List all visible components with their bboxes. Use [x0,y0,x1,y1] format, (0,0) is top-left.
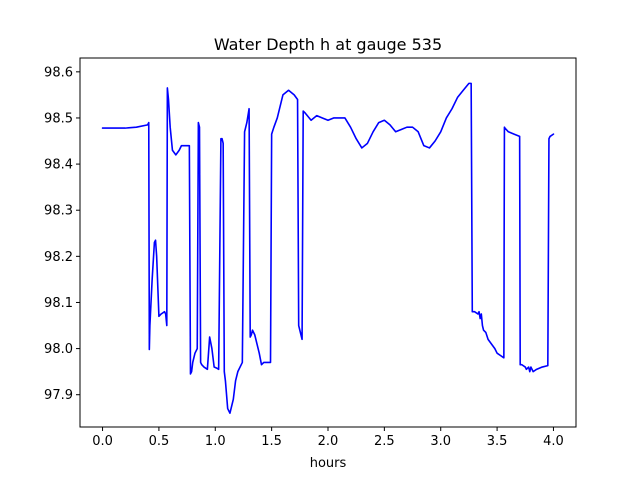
y-tick-label: 98.4 [44,158,73,173]
y-tick-label: 98.1 [44,296,73,311]
plot-frame [79,57,577,428]
x-axis-label: hours [310,456,347,471]
x-tick-label: 1.5 [261,434,282,449]
x-axis: 0.0 0.5 1.0 1.5 2.0 2.5 3.0 3.5 4.0 [92,427,564,449]
y-tick-label: 98.3 [44,204,73,219]
x-tick-label: 0.0 [92,434,113,449]
x-tick-label: 4.0 [543,434,564,449]
series-line [101,82,555,414]
chart-title: Water Depth h at gauge 535 [214,35,442,54]
x-tick-label: 3.0 [430,434,451,449]
y-tick-label: 98.0 [44,342,73,357]
y-tick-label: 98.2 [44,250,73,265]
y-tick-label: 98.6 [44,65,73,80]
y-tick-label: 97.9 [44,388,73,403]
series-layer [101,82,555,414]
x-tick-label: 1.0 [205,434,226,449]
y-axis: 97.9 98.0 98.1 98.2 98.3 98.4 98.5 98.6 [44,65,80,403]
x-tick-label: 2.5 [374,434,395,449]
x-tick-label: 3.5 [487,434,508,449]
y-tick-label: 98.5 [44,111,73,126]
x-tick-label: 0.5 [149,434,170,449]
x-tick-label: 2.0 [318,434,339,449]
